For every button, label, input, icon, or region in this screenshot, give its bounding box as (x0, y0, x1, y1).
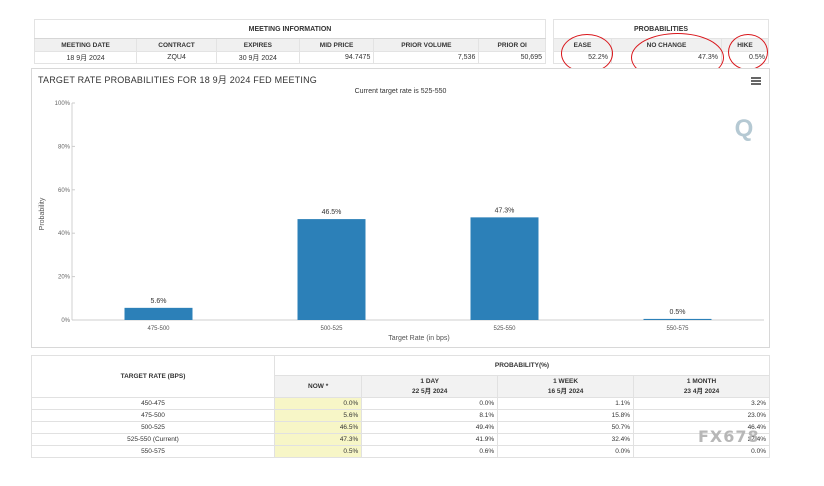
probability-cell: 47.3% (273, 433, 363, 446)
col-head-date: 16 5月 2024 (547, 388, 584, 395)
bar-data-label: 5.6% (151, 298, 167, 305)
probability-cell: 50.7% (497, 421, 635, 434)
col-head-2: 1 WEEK 16 5月 2024 (497, 375, 635, 398)
probability-cell: 8.1% (361, 409, 499, 422)
x-tick-label: 475-500 (147, 326, 170, 332)
y-tick-label: 0% (61, 318, 70, 324)
col-mid-price: MID PRICE (298, 38, 375, 52)
col-head-label: 1 DAY (420, 378, 439, 385)
probability-cell: 32.4% (497, 433, 635, 446)
hike-highlight-circle (728, 34, 768, 70)
bar-data-label: 47.3% (495, 207, 515, 214)
y-tick-label: 40% (58, 231, 71, 237)
probability-cell: 49.4% (361, 421, 499, 434)
meeting-information-table: MEETING INFORMATION MEETING DATE CONTRAC… (33, 19, 546, 64)
y-tick-label: 100% (55, 101, 71, 107)
bar-475-500[interactable] (124, 307, 193, 320)
bar-525-550[interactable] (470, 217, 539, 320)
fx678-watermark: FX678 (698, 427, 760, 446)
col-head-label: 1 WEEK (553, 378, 579, 385)
x-tick-label: 500-525 (320, 326, 343, 332)
bar-data-label: 46.5% (322, 209, 342, 216)
prior-oi-value: 50,695 (478, 51, 546, 64)
probability-cell: 1.1% (497, 397, 635, 410)
expires-value: 30 9月 2024 (215, 51, 300, 64)
col-prior-oi: PRIOR OI (478, 38, 546, 52)
contract-value: ZQU4 (136, 51, 217, 64)
meeting-date-value: 18 9月 2024 (33, 51, 138, 64)
chart-title: TARGET RATE PROBABILITIES FOR 18 9月 2024… (38, 75, 317, 85)
chart-plot-area: 0% 20% 40% 60% 80% 100% 5.6% 46.5% 47.3% 0.5% 47… (39, 101, 764, 342)
probability-cell: 0.0% (633, 445, 770, 458)
table-row: 550-575 0.5% 0.6% 0.0% 0.0% (31, 445, 770, 458)
rate-cell: 525-550 (Current) (31, 433, 275, 446)
col-meeting-date: MEETING DATE (33, 38, 138, 52)
rate-cell: 500-525 (31, 421, 275, 434)
table-row: 500-525 46.5% 49.4% 50.7% 46.4% (31, 421, 770, 434)
chart-subtitle: Current target rate is 525-550 (354, 88, 447, 95)
prior-volume-value: 7,536 (373, 51, 480, 64)
q-logo: Q (735, 115, 754, 142)
col-head-3: 1 MONTH 23 4月 2024 (633, 375, 770, 398)
probability-cell: 46.5% (273, 421, 363, 434)
hamburger-menu-icon[interactable] (751, 77, 761, 85)
y-tick-label: 80% (58, 144, 71, 150)
y-tick-label: 60% (58, 188, 71, 194)
col-prior-volume: PRIOR VOLUME (373, 38, 480, 52)
meeting-info-title: MEETING INFORMATION (34, 19, 546, 39)
probability-cell: 15.8% (497, 409, 635, 422)
y-tick-label: 20% (58, 275, 71, 281)
y-axis-label: Probability (39, 197, 46, 230)
probability-cell: 0.0% (497, 445, 635, 458)
x-tick-label: 550-575 (666, 326, 689, 332)
bar-550-575[interactable] (643, 318, 712, 320)
col-head-label: 1 MONTH (686, 378, 717, 385)
probability-cell: 0.6% (361, 445, 499, 458)
x-axis-label: Target Rate (in bps) (388, 335, 449, 342)
probability-cell: 41.9% (361, 433, 499, 446)
probability-cell: 23.0% (633, 409, 770, 422)
mid-price-value: 94.7475 (298, 51, 375, 64)
col-head-0: NOW * (273, 375, 363, 398)
rate-cell: 550-575 (31, 445, 275, 458)
probability-cell: 3.2% (633, 397, 770, 410)
rate-header: TARGET RATE (BPS) (31, 355, 275, 398)
col-head-label: NOW * (308, 383, 329, 390)
col-head-date: 23 4月 2024 (683, 388, 720, 395)
probability-cell: 0.5% (273, 445, 363, 458)
bar-data-label: 0.5% (670, 309, 686, 316)
col-expires: EXPIRES (215, 38, 300, 52)
col-head-1: 1 DAY 22 5月 2024 (361, 375, 499, 398)
rate-cell: 450-475 (31, 397, 275, 410)
rate-cell: 475-500 (31, 409, 275, 422)
bar-500-525[interactable] (297, 219, 366, 320)
probability-cell: 5.6% (273, 409, 363, 422)
table-row: 450-475 0.0% 0.0% 1.1% 3.2% (31, 397, 770, 410)
col-head-date: 22 5月 2024 (411, 388, 448, 395)
table-row: 475-500 5.6% 8.1% 15.8% 23.0% (31, 409, 770, 422)
table-row: 525-550 (Current) 47.3% 41.9% 32.4% 27.4% (31, 433, 770, 446)
x-tick-label: 525-550 (493, 326, 516, 332)
target-rate-chart: TARGET RATE PROBABILITIES FOR 18 9月 2024… (31, 68, 770, 348)
target-rate-probability-table: TARGET RATE (BPS) PROBABILITY(%) NOW * 1 … (31, 355, 770, 458)
col-contract: CONTRACT (136, 38, 217, 52)
probability-cell: 0.0% (361, 397, 499, 410)
probability-header: PROBABILITY(%) (274, 355, 770, 376)
probability-cell: 0.0% (273, 397, 363, 410)
